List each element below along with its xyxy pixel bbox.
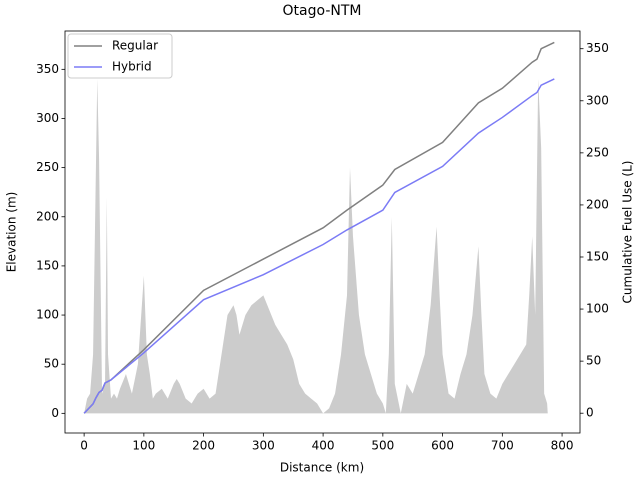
chart-title: Otago-NTM — [283, 3, 362, 19]
y2-tick-label: 350 — [586, 41, 609, 55]
y-tick-label: 100 — [36, 308, 59, 322]
y-tick-label: 200 — [36, 209, 59, 223]
legend-label: Hybrid — [112, 60, 152, 74]
x-tick-label: 500 — [371, 439, 394, 453]
y2-tick-label: 150 — [586, 249, 609, 263]
elevation-area — [84, 79, 548, 414]
y2-tick-label: 100 — [586, 302, 609, 316]
x-axis-label: Distance (km) — [280, 461, 364, 475]
x-tick-label: 700 — [491, 439, 514, 453]
x-tick-label: 400 — [312, 439, 335, 453]
x-tick-label: 600 — [431, 439, 454, 453]
legend-label: Regular — [112, 39, 158, 53]
y-tick-label: 50 — [44, 357, 59, 371]
y-tick-label: 150 — [36, 258, 59, 272]
y2-tick-label: 250 — [586, 145, 609, 159]
y2-axis-label: Cumulative Fuel Use (L) — [621, 161, 635, 304]
x-tick-label: 0 — [80, 439, 88, 453]
x-tick-label: 300 — [252, 439, 275, 453]
plot-area — [83, 41, 555, 414]
y-axis-label: Elevation (m) — [5, 192, 19, 273]
line-series — [83, 78, 555, 414]
y-tick-label: 350 — [36, 62, 59, 76]
y-tick-label: 0 — [51, 406, 59, 420]
x-tick-label: 200 — [192, 439, 215, 453]
x-tick-label: 800 — [551, 439, 574, 453]
y2-tick-label: 200 — [586, 197, 609, 211]
y2-tick-label: 300 — [586, 93, 609, 107]
y-tick-label: 300 — [36, 111, 59, 125]
x-tick-label: 100 — [132, 439, 155, 453]
y2-tick-label: 0 — [586, 406, 594, 420]
y2-tick-label: 50 — [586, 354, 601, 368]
y-tick-label: 250 — [36, 160, 59, 174]
axes-frame — [64, 30, 581, 434]
